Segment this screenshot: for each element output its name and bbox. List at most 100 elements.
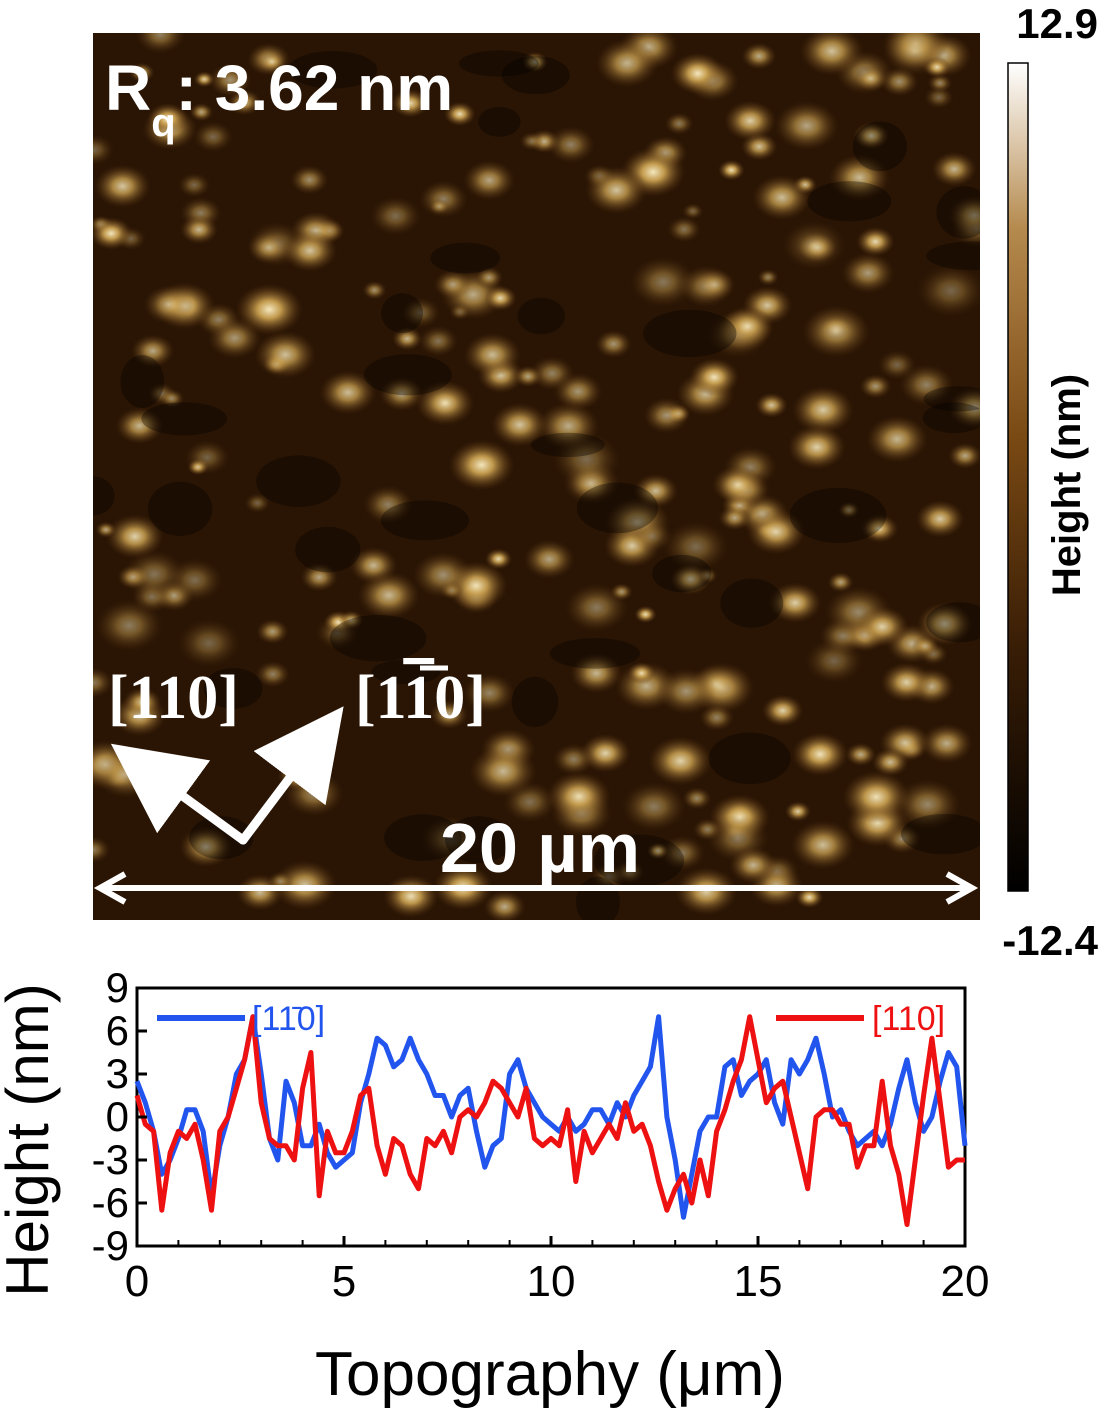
- surface-valley: [936, 186, 980, 239]
- surface-grain: [682, 203, 704, 220]
- surface-grain: [463, 160, 516, 201]
- surface-grain: [856, 226, 895, 257]
- roughness-label: Rq: 3.62 nm: [105, 52, 453, 145]
- surface-grain: [746, 509, 806, 555]
- surface-valley: [501, 56, 570, 95]
- surface-grain: [670, 52, 725, 95]
- surface-grain: [247, 231, 290, 264]
- surface-grain: [917, 264, 980, 317]
- surface-grain: [475, 266, 503, 289]
- y-tick-label: 6: [106, 1007, 129, 1054]
- surface-grain: [880, 662, 933, 703]
- surface-valley: [789, 487, 887, 543]
- surface-grain: [675, 867, 738, 916]
- surface-grain: [827, 572, 854, 593]
- surface-grain: [147, 103, 189, 135]
- x-tick-label: 10: [527, 1257, 576, 1306]
- surface-grain: [282, 229, 338, 272]
- scale-bar: [93, 871, 979, 905]
- surface-grain: [752, 174, 812, 221]
- surface-grain: [799, 33, 864, 76]
- surface-grain: [179, 826, 232, 868]
- surface-grain: [193, 121, 234, 153]
- surface-grain: [449, 303, 471, 320]
- surface-grain: [729, 846, 777, 884]
- colorbar: 12.9 -12.4 Height (nm): [1002, 0, 1098, 960]
- x-tick-label: 20: [941, 1257, 990, 1306]
- scale-bar-label: 20 µm: [440, 809, 640, 887]
- surface-grain: [256, 619, 289, 644]
- direction-label-110: [110]: [108, 664, 239, 732]
- surface-grain: [300, 562, 338, 592]
- surface-grain: [208, 63, 252, 97]
- surface-grain: [894, 779, 961, 830]
- surface-grain: [483, 890, 526, 920]
- surface-grain: [920, 723, 973, 764]
- y-tick-label: -3: [92, 1136, 129, 1183]
- legend-label-1: [110]: [872, 1000, 945, 1038]
- surface-grain: [656, 668, 717, 715]
- surface-grain: [664, 112, 694, 135]
- surface-grain: [838, 501, 860, 519]
- surface-grain: [189, 103, 214, 122]
- surface-grain: [670, 563, 711, 595]
- surface-grain: [791, 820, 855, 870]
- surface-grain: [484, 285, 517, 311]
- surface-grain: [415, 380, 475, 426]
- surface-grain: [180, 215, 218, 245]
- surface-grain: [699, 704, 735, 731]
- surface-grain: [523, 539, 575, 579]
- surface-valley: [380, 500, 470, 541]
- surface-valley: [120, 355, 165, 408]
- legend: [11̄0] [110]: [157, 1000, 945, 1038]
- surface-grain: [514, 365, 542, 388]
- colorbar-gradient: [1007, 62, 1029, 892]
- surface-grain: [519, 131, 544, 151]
- surface-grain: [537, 402, 600, 450]
- x-tick-label: 0: [125, 1257, 149, 1306]
- surface-valley: [576, 482, 659, 534]
- surface-grain: [95, 599, 163, 652]
- surface-valley: [652, 554, 712, 593]
- surface-grain: [184, 440, 230, 475]
- surface-grain: [106, 514, 164, 559]
- surface-grain: [855, 606, 909, 647]
- x-tick-label: 5: [332, 1257, 356, 1306]
- surface-grain: [428, 198, 450, 215]
- surface-grain: [413, 552, 474, 599]
- surface-grain: [667, 216, 701, 243]
- surface-grain: [93, 134, 114, 166]
- surface-grain: [724, 100, 777, 141]
- surface-valley: [203, 668, 263, 709]
- surface-grain: [631, 520, 673, 553]
- y-tick-label: 3: [106, 1050, 129, 1097]
- surface-grain: [553, 372, 603, 411]
- surface-grain: [682, 787, 712, 810]
- surface-grain: [841, 252, 895, 294]
- surface-valley: [363, 354, 452, 396]
- surface-valley: [530, 432, 605, 457]
- surface-valley: [720, 578, 784, 628]
- surface-grain: [853, 122, 889, 150]
- surface-grain: [741, 42, 777, 70]
- surface-valley: [147, 481, 213, 536]
- surface-grain: [694, 268, 736, 301]
- surface-grain: [757, 269, 779, 286]
- surface-valley: [381, 293, 423, 334]
- surface-grain: [357, 571, 420, 619]
- surface-grain: [845, 742, 876, 767]
- surface-valley: [594, 834, 685, 887]
- legend-label-0: [11̄0]: [252, 1000, 325, 1038]
- series-layer: [134, 1014, 968, 1227]
- surface-grain: [774, 101, 839, 151]
- surface-grain: [643, 397, 690, 434]
- surface-grain: [123, 550, 186, 598]
- surface-grain: [805, 638, 863, 684]
- surface-grain: [129, 62, 155, 83]
- surface-valley: [549, 638, 640, 669]
- surface-grain: [948, 195, 980, 235]
- afm-topography-panel: Rq: 3.62 nm [110] [110] 20 µm 12.9 -12.4…: [93, 0, 1099, 960]
- surface-valley: [329, 614, 427, 662]
- surface-grain: [95, 521, 117, 538]
